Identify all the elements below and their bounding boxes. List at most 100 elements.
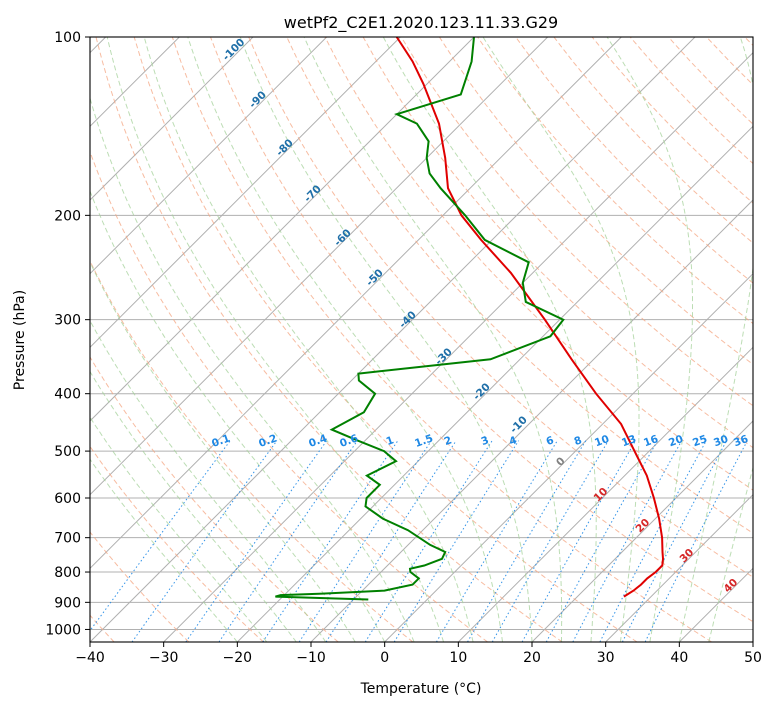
- mixing-ratio-line: [131, 440, 278, 642]
- dry-adiabat-label: -90: [247, 89, 269, 111]
- y-tick-label: 500: [54, 444, 81, 460]
- x-tick-label: 30: [597, 650, 615, 666]
- moist-adiabat: [303, 37, 563, 642]
- moist-adiabat-label: 10: [591, 485, 610, 504]
- mixing-ratio-label: 36: [732, 433, 750, 449]
- mixing-ratio-label: 10: [593, 433, 611, 449]
- mixing-ratio-label: 20: [667, 433, 685, 449]
- y-tick-label: 1000: [45, 622, 81, 638]
- moist-adiabat: [382, 37, 597, 642]
- mixing-ratio-label: 1: [384, 434, 395, 448]
- mixing-ratio-line: [262, 440, 399, 642]
- x-tick-label: 0: [380, 650, 389, 666]
- x-tick-label: 40: [670, 650, 688, 666]
- isotherm: [605, 493, 753, 642]
- dry-adiabat-label: -20: [471, 381, 493, 403]
- mixing-ratio-line: [521, 440, 637, 642]
- dry-adiabat: [90, 356, 339, 642]
- x-tick-label: −10: [296, 650, 326, 666]
- mixing-ratio-line: [644, 440, 748, 642]
- mixing-ratio-line: [491, 440, 609, 642]
- mixing-ratio-label: 3: [479, 434, 490, 448]
- dry-adiabat-label: -100: [220, 36, 247, 63]
- isotherm: [90, 37, 696, 642]
- dry-adiabat: [210, 37, 753, 623]
- dry-adiabat: [515, 37, 753, 284]
- moist-adiabat: [708, 465, 753, 642]
- mixing-ratio-label: 8: [572, 434, 583, 448]
- dry-adiabat: [362, 37, 753, 449]
- moist-adiabat: [90, 260, 356, 642]
- y-tick-label: 900: [54, 595, 81, 611]
- moist-adiabat: [678, 37, 753, 642]
- dry-adiabat: [90, 531, 190, 642]
- temperature-profile: [395, 37, 665, 598]
- mixing-ratio-line: [393, 440, 520, 642]
- dry-adiabat: [324, 37, 753, 491]
- dry-adiabat-label: -50: [364, 267, 386, 289]
- dry-adiabat-label: -70: [302, 183, 324, 205]
- x-tick-label: 20: [523, 650, 541, 666]
- dry-adiabat-label: -40: [397, 309, 419, 331]
- mixing-ratio-label: 25: [691, 433, 709, 449]
- moist-adiabat: [90, 458, 238, 642]
- mixing-ratio-line: [545, 440, 659, 642]
- moist-adiabat: [187, 37, 503, 642]
- mixing-ratio-label: 2: [442, 434, 453, 448]
- moist-adiabat: [106, 37, 445, 642]
- dry-adiabat: [400, 37, 753, 407]
- isotherm: [752, 641, 753, 642]
- mixing-ratio-line: [467, 440, 587, 642]
- isotherm: [384, 272, 753, 642]
- plot-frame: [89, 36, 754, 643]
- dry-adiabat: [90, 150, 488, 642]
- moist-adiabat: [90, 416, 268, 642]
- mixing-ratio-line: [325, 440, 457, 642]
- moist-adiabat: [143, 37, 474, 642]
- mixing-ratio-line: [298, 440, 432, 642]
- y-tick-label: 200: [54, 208, 81, 224]
- y-tick-label: 800: [54, 565, 81, 581]
- moist-adiabat-label: 0: [554, 455, 568, 469]
- x-tick-label: 50: [744, 650, 762, 666]
- mixing-ratio-label: 0.1: [210, 432, 232, 450]
- mixing-ratio-line: [572, 440, 683, 642]
- dry-adiabat: [90, 445, 264, 642]
- mixing-ratio-line: [599, 440, 707, 642]
- mixing-ratio-label: 0.2: [257, 432, 279, 450]
- isotherm: [531, 420, 753, 642]
- dry-adiabat: [706, 37, 753, 86]
- dry-adiabat: [438, 37, 753, 366]
- dry-adiabat-label: -60: [332, 227, 354, 249]
- mixing-ratio-line: [364, 440, 493, 642]
- moist-adiabat: [239, 37, 533, 642]
- dry-adiabat-label: -80: [274, 137, 296, 159]
- chart-title: wetPf2_C2E1.2020.123.11.33.G29: [284, 13, 558, 33]
- y-tick-label: 600: [54, 491, 81, 507]
- isotherm: [236, 125, 753, 642]
- dry-adiabat: [744, 37, 753, 47]
- isotherm: [457, 346, 753, 642]
- y-tick-label: 300: [54, 313, 81, 329]
- mixing-ratio-line: [90, 440, 231, 632]
- moist-adiabat-label: 30: [677, 546, 696, 565]
- x-tick-label: −40: [75, 650, 105, 666]
- y-tick-label: 400: [54, 387, 81, 403]
- mixing-ratio-label: 13: [620, 433, 638, 449]
- isotherm: [90, 37, 622, 570]
- isotherm: [90, 37, 475, 422]
- mixing-ratio-label: 4: [507, 434, 518, 448]
- isotherm: [163, 51, 753, 642]
- isotherm: [90, 37, 401, 349]
- mixing-ratio-label: 0.4: [307, 432, 329, 450]
- mixing-ratio-line: [185, 440, 328, 642]
- mixing-ratio-label: 1.5: [413, 432, 435, 450]
- mixing-ratio-label: 30: [712, 433, 730, 449]
- dry-adiabat: [171, 37, 712, 642]
- isotherm: [90, 37, 549, 496]
- mixing-ratio-line: [435, 440, 558, 642]
- dry-adiabat: [133, 37, 638, 642]
- x-tick-label: −30: [149, 650, 179, 666]
- x-tick-label: −20: [223, 650, 253, 666]
